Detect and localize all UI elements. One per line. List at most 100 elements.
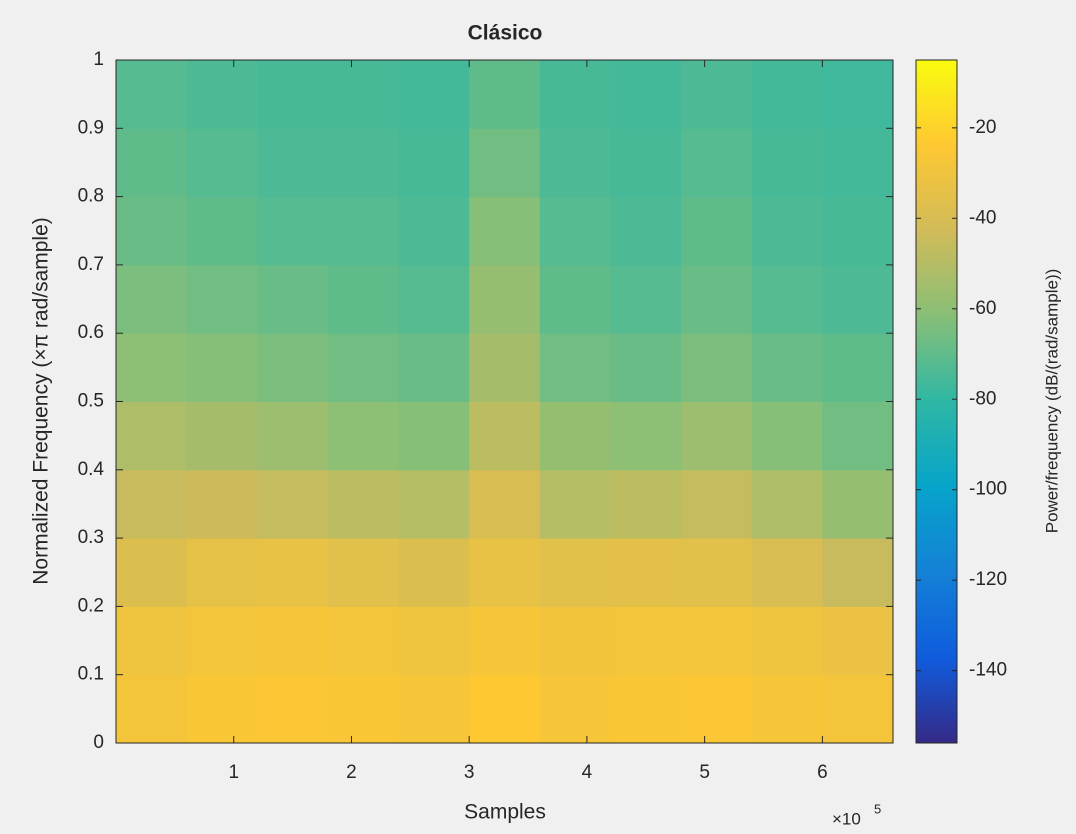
- heatmap-cell: [469, 401, 541, 471]
- heatmap-cell: [116, 401, 188, 471]
- heatmap-cell: [681, 469, 753, 539]
- heatmap-cell: [610, 333, 682, 402]
- heatmap-cell: [257, 60, 329, 129]
- heatmap-cell: [257, 469, 329, 539]
- heatmap-cell: [469, 674, 541, 744]
- heatmap-cell: [186, 538, 258, 607]
- colorbar-tick-label: -140: [969, 660, 1007, 681]
- heatmap-cell: [327, 401, 400, 471]
- heatmap-cell: [257, 196, 329, 266]
- heatmap-cell: [257, 674, 329, 744]
- x-tick-label: 5: [699, 762, 710, 783]
- y-tick-label: 0.7: [78, 254, 104, 275]
- heatmap-cell: [610, 469, 682, 539]
- heatmap-cell: [539, 333, 611, 402]
- heatmap-cell: [116, 128, 188, 198]
- heatmap-cell: [186, 606, 258, 676]
- x-multiplier-exponent: 5: [874, 801, 881, 816]
- x-tick-label: 2: [346, 762, 357, 783]
- colorbar-tick-label: -120: [969, 569, 1007, 590]
- heatmap-cell: [681, 264, 753, 334]
- heatmap-cell: [186, 469, 258, 539]
- heatmap-cell: [257, 401, 329, 471]
- colorbar-tick-label: -20: [969, 117, 996, 138]
- y-tick-label: 0.5: [78, 391, 104, 412]
- heatmap-cell: [539, 196, 611, 266]
- heatmap-cell: [398, 606, 470, 676]
- heatmap-cell: [610, 264, 682, 334]
- colorbar-tick-label: -60: [969, 298, 996, 319]
- heatmap-cell: [327, 60, 400, 129]
- heatmap-cell: [610, 128, 682, 198]
- y-tick-label: 0.9: [78, 117, 104, 138]
- heatmap-cell: [398, 333, 470, 402]
- heatmap-cell: [398, 264, 470, 334]
- heatmap-cell: [398, 196, 470, 266]
- heatmap-cell: [116, 264, 188, 334]
- y-tick-label: 0.2: [78, 595, 104, 616]
- y-tick-label: 0.1: [78, 664, 104, 685]
- y-tick-label: 0: [93, 732, 104, 753]
- heatmap-cell: [681, 538, 753, 607]
- heatmap-cell: [681, 196, 753, 266]
- heatmap-cell: [469, 60, 541, 129]
- heatmap-cell: [610, 401, 682, 471]
- heatmap-cell: [822, 196, 894, 266]
- heatmap-cell: [116, 538, 188, 607]
- heatmap-cell: [822, 60, 894, 129]
- heatmap-cell: [610, 60, 682, 129]
- y-axis-label: Normalized Frequency (×π rad/sample): [30, 217, 53, 585]
- heatmap-cell: [327, 606, 400, 676]
- heatmap-cell: [751, 538, 823, 607]
- heatmap-cell: [539, 128, 611, 198]
- heatmap-cell: [539, 469, 611, 539]
- heatmap-cell: [751, 674, 823, 744]
- heatmap-cell: [327, 333, 400, 402]
- heatmap-cell: [469, 606, 541, 676]
- heatmap-cell: [539, 401, 611, 471]
- y-tick-label: 0.4: [78, 459, 105, 480]
- heatmap-cell: [822, 128, 894, 198]
- heatmap-cell: [681, 401, 753, 471]
- heatmap-cell: [257, 128, 329, 198]
- heatmap-cell: [822, 606, 894, 676]
- heatmap-cell: [822, 333, 894, 402]
- heatmap-cell: [186, 264, 258, 334]
- x-tick-label: 6: [817, 762, 828, 783]
- y-tick-label: 0.3: [78, 527, 104, 548]
- x-tick-label: 3: [464, 762, 475, 783]
- heatmap-cell: [539, 606, 611, 676]
- chart-title: Clásico: [468, 22, 543, 45]
- x-multiplier-base: ×10: [832, 809, 861, 828]
- heatmap-cell: [751, 606, 823, 676]
- heatmap-cell: [398, 60, 470, 129]
- heatmap-cell: [398, 401, 470, 471]
- heatmap-cell: [469, 196, 541, 266]
- heatmap-cell: [116, 60, 188, 129]
- heatmap-cell: [751, 469, 823, 539]
- heatmap-cell: [681, 674, 753, 744]
- heatmap-cell: [681, 60, 753, 129]
- heatmap-cell: [469, 264, 541, 334]
- heatmap-cell: [257, 333, 329, 402]
- heatmap-cell: [610, 538, 682, 607]
- heatmap-cell: [751, 401, 823, 471]
- heatmap-cell: [327, 674, 400, 744]
- y-tick-label: 0.8: [78, 186, 104, 207]
- heatmap-cell: [751, 264, 823, 334]
- heatmap-cell: [610, 196, 682, 266]
- heatmap-cell: [257, 264, 329, 334]
- heatmap-cell: [116, 333, 188, 402]
- x-tick-label: 1: [228, 762, 239, 783]
- heatmap-cell: [539, 264, 611, 334]
- heatmap-cell: [751, 60, 823, 129]
- y-tick-label: 0.6: [78, 322, 104, 343]
- heatmap-cell: [116, 606, 188, 676]
- heatmap-cell: [751, 128, 823, 198]
- heatmap-cell: [822, 469, 894, 539]
- heatmap-cell: [257, 538, 329, 607]
- heatmap-cell: [539, 538, 611, 607]
- heatmap-cell: [822, 401, 894, 471]
- heatmap-cell: [186, 333, 258, 402]
